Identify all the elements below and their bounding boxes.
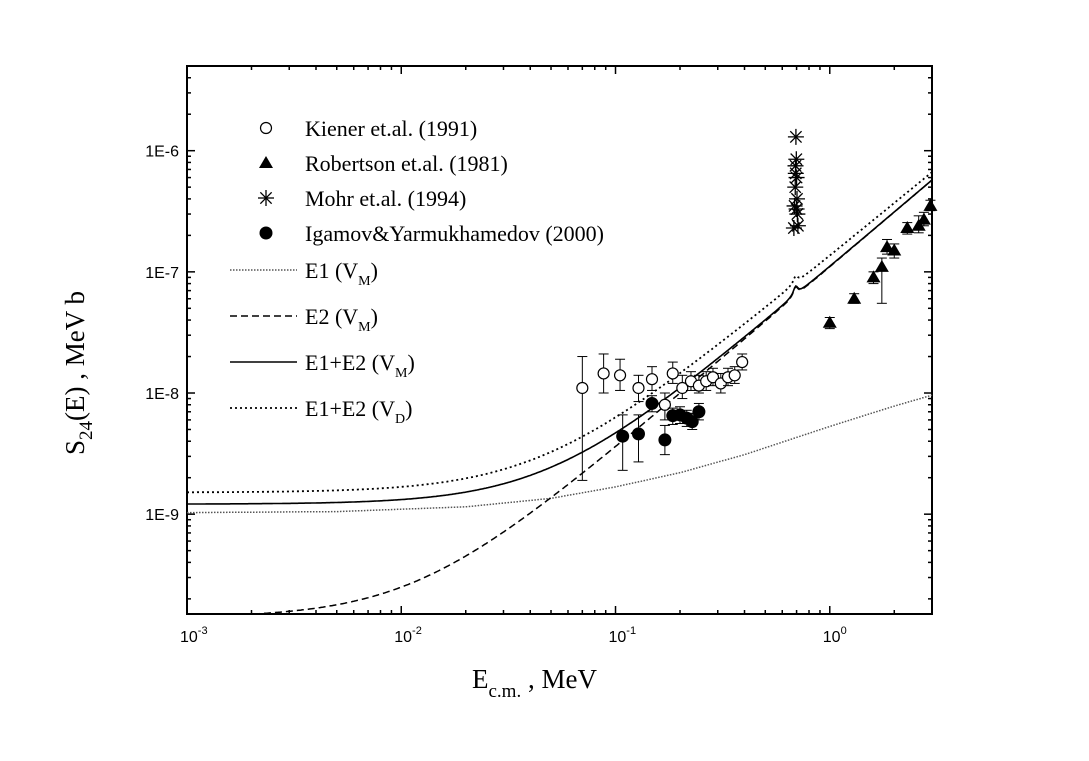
legend-label: Igamov&Yarmukhamedov (2000)	[305, 221, 604, 246]
data-point-open-circle	[632, 381, 645, 395]
data-point-open-circle	[658, 398, 671, 411]
legend-label: E1+E2 (VM)	[305, 350, 415, 381]
x-tick-label: 10-1	[609, 625, 637, 646]
data-point-open-circle	[706, 371, 720, 384]
legend: Kiener et.al. (1991) Robertson et.al. (19…	[230, 116, 604, 427]
data-point-filled-circle	[685, 415, 699, 429]
legend-label: E1 (VM)	[305, 258, 378, 289]
y-tick-label: 1E-8	[145, 386, 179, 403]
data-point-filled-circle	[616, 429, 630, 443]
data-point-asterisk	[789, 217, 806, 234]
y-tick-label: 1E-9	[145, 507, 179, 524]
data-point-filled-triangle	[874, 259, 889, 272]
curve-e1-m	[187, 394, 933, 514]
data-point-asterisk	[788, 201, 805, 218]
data-point-filled-triangle	[900, 221, 915, 234]
y-tick-labels: 1E-9 1E-8 1E-7 1E-6	[145, 144, 179, 524]
curve-e1-e2-d	[187, 171, 933, 494]
data-point-filled-triangle	[923, 198, 938, 211]
legend-label: Mohr et.al. (1994)	[305, 186, 466, 211]
data-point-filled-triangle	[887, 243, 902, 256]
data-point-filled-triangle	[866, 270, 881, 283]
data-point-open-circle	[666, 367, 679, 380]
legend-label: E2 (VM)	[305, 304, 378, 335]
x-tick-label: 10-2	[394, 625, 422, 646]
x-axis-title: Ec.m. , MeV	[472, 664, 597, 702]
model-curves	[187, 171, 933, 615]
data-point-open-circle	[728, 369, 741, 382]
y-tick-label: 1E-6	[145, 144, 179, 161]
legend-label: Kiener et.al. (1991)	[305, 116, 477, 141]
data-point-open-circle	[576, 381, 589, 395]
data-points	[576, 128, 938, 481]
data-point-filled-triangle	[916, 212, 931, 225]
data-point-filled-circle	[658, 433, 672, 447]
data-point-asterisk	[787, 179, 804, 196]
data-point-asterisk	[788, 151, 805, 168]
y-tick-label: 1E-7	[145, 265, 179, 282]
legend-label: E1+E2 (VD)	[305, 396, 412, 427]
data-point-asterisk	[787, 128, 804, 145]
data-point-asterisk	[787, 165, 804, 182]
data-point-open-circle	[645, 373, 659, 386]
data-point-filled-circle	[692, 405, 706, 419]
axis-ticks	[186, 65, 933, 614]
y-axis-title: S24(E) , MeV b	[60, 291, 97, 455]
data-point-open-circle	[597, 367, 610, 380]
data-point-filled-circle	[631, 427, 645, 441]
plot-frame	[186, 65, 933, 615]
data-point-open-circle	[676, 381, 689, 395]
legend-symbol	[259, 226, 273, 240]
data-point-filled-triangle	[847, 291, 862, 304]
legend-symbol	[258, 190, 274, 206]
x-tick-label: 100	[823, 625, 847, 646]
curve-e1-e2-m	[187, 179, 933, 505]
legend-symbol	[259, 156, 273, 168]
legend-symbol	[259, 121, 273, 135]
x-tick-labels: 10-3 10-2 10-1 100	[180, 625, 847, 646]
x-tick-label: 10-3	[180, 625, 208, 646]
data-point-filled-circle	[645, 396, 659, 410]
legend-label: Robertson et.al. (1981)	[305, 151, 508, 176]
data-point-filled-triangle	[880, 240, 895, 253]
data-point-open-circle	[736, 355, 749, 369]
data-point-open-circle	[613, 369, 627, 382]
data-point-filled-triangle	[822, 315, 837, 328]
data-point-filled-triangle	[911, 218, 926, 231]
